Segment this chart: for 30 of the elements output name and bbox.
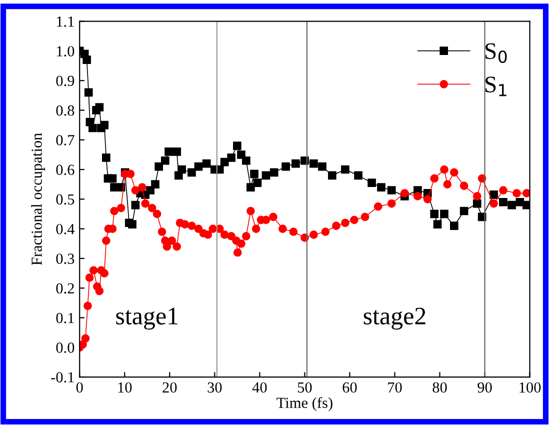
y-tick-label: 0.5	[56, 194, 74, 205]
x-tick-label: 100	[520, 382, 541, 393]
y-tick-label: 0.3	[56, 254, 74, 264]
x-tick-label: 70	[388, 382, 402, 393]
y-tick-label: -0.1	[51, 372, 74, 383]
annotation: stage2	[364, 308, 426, 330]
legend-label: S$_{1}$	[486, 76, 506, 96]
y-tick-label: 0.7	[56, 135, 74, 146]
x-tick-label: 60	[342, 382, 357, 393]
x-tick-label: 10	[118, 382, 132, 393]
y-tick-label: 0.8	[56, 105, 74, 116]
y-axis-title: Fractional occupation	[31, 132, 46, 266]
x-tick-label: 0	[76, 382, 83, 393]
y-tick-label: 0.0	[56, 342, 74, 353]
y-tick-label: 0.2	[56, 283, 74, 294]
y-tick-label: 0.6	[56, 164, 74, 176]
legend-label: S$_{0}$	[486, 43, 507, 63]
y-tick-label: 1.1	[56, 16, 74, 27]
y-tick-label: 0.1	[56, 312, 74, 324]
y-tick-label: 1.0	[56, 46, 74, 56]
annotation: stage1	[116, 308, 178, 330]
x-axis-title: Time (fs)	[276, 397, 332, 412]
x-tick-label: 40	[252, 382, 267, 393]
x-tick-label: 80	[432, 382, 447, 393]
y-tick-label: 0.4	[56, 224, 75, 234]
x-tick-label: 90	[478, 382, 492, 393]
x-tick-label: 50	[298, 382, 312, 393]
x-tick-label: 30	[208, 382, 222, 393]
x-tick-label: 20	[162, 382, 177, 393]
y-tick-label: 0.9	[56, 76, 74, 86]
